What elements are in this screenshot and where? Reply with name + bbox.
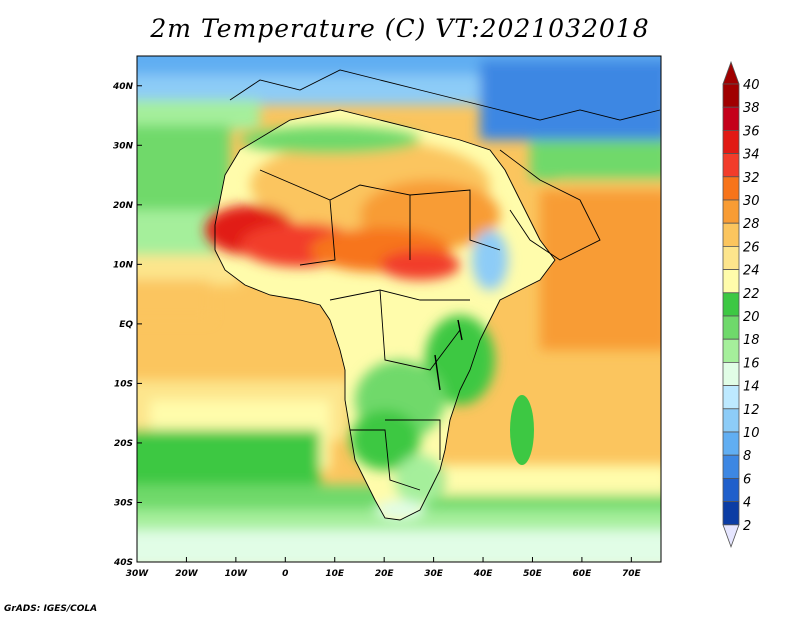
credit-text: GrADS: IGES/COLA <box>4 604 98 614</box>
map-frame <box>136 55 662 563</box>
country-borders <box>214 69 661 521</box>
colorbar-box <box>722 361 740 386</box>
colorbar-box <box>722 501 740 526</box>
x-tick-label: 20W <box>175 569 199 579</box>
y-tick-label: 20N <box>113 201 134 211</box>
colorbar-label: 10 <box>743 426 760 441</box>
colorbar-label: 34 <box>743 148 760 163</box>
y-tick-label: 30S <box>114 498 133 508</box>
colorbar-label: 2 <box>743 519 751 534</box>
x-tick-label: 60E <box>573 569 593 579</box>
colorbar-label: 24 <box>743 264 760 279</box>
x-tick-label: 0 <box>282 569 288 579</box>
madagascar <box>510 395 534 465</box>
colorbar-label: 28 <box>743 217 760 232</box>
colorbar-label: 16 <box>743 356 760 371</box>
colorbar-label: 38 <box>743 101 760 116</box>
y-tick-label: 40N <box>112 82 134 92</box>
colorbar-box <box>722 315 740 340</box>
colorbar-box <box>722 199 740 224</box>
colorbar-box <box>722 129 740 154</box>
colorbar-label: 18 <box>743 333 760 348</box>
axis-ticks: 30W 20W 10W 0 10E 20E 30E 40E 50E 60E 70E 40N 30N 20N… <box>112 82 642 579</box>
y-tick-label: 20S <box>114 439 133 449</box>
x-tick-label: 10W <box>225 569 249 579</box>
y-tick-label: 10S <box>114 379 133 389</box>
colorbar-box <box>722 106 740 131</box>
colorbar-box <box>722 454 740 479</box>
x-tick-label: 30W <box>126 569 150 579</box>
colorbar-box <box>722 245 740 270</box>
colorbar-box <box>722 83 740 108</box>
colorbar-label: 30 <box>743 194 760 209</box>
x-tick-label: 50E <box>523 569 543 579</box>
colorbar-label: 22 <box>743 287 760 302</box>
colorbar-label: 14 <box>743 380 760 395</box>
x-tick-label: 40E <box>473 569 494 579</box>
y-tick-label: 30N <box>113 141 134 151</box>
africa-temperature-pattern <box>205 126 508 520</box>
colorbar-label: 36 <box>743 124 760 139</box>
colorbar-box <box>722 153 740 178</box>
colorbar-label: 40 <box>743 78 760 93</box>
temperature-field <box>137 56 661 562</box>
colorbar-box <box>722 292 740 317</box>
colorbar-label: 20 <box>743 310 760 325</box>
colorbar-label: 4 <box>743 496 751 511</box>
x-tick-label: 10E <box>325 569 345 579</box>
colorbar-top-triangle <box>722 60 740 85</box>
y-tick-label: 10N <box>113 260 134 270</box>
colorbar-box <box>722 408 740 433</box>
colorbar-label: 32 <box>743 171 760 186</box>
y-tick-label: 40S <box>113 558 133 568</box>
colorbar-bottom-triangle <box>722 524 740 548</box>
colorbar-box <box>722 385 740 410</box>
colorbar-label: 8 <box>743 449 751 464</box>
colorbar-label: 12 <box>743 403 760 418</box>
colorbar-label: 6 <box>743 472 751 487</box>
colorbar-box <box>722 431 740 456</box>
x-tick-label: 20E <box>375 569 395 579</box>
colorbar-box <box>722 222 740 247</box>
y-tick-label: EQ <box>119 320 133 330</box>
colorbar-box <box>722 338 740 363</box>
map-title: 2m Temperature (C) VT:2021032018 <box>150 14 650 43</box>
x-tick-label: 70E <box>622 569 642 579</box>
colorbar-box <box>722 176 740 201</box>
colorbar-box <box>722 269 740 294</box>
colorbar-label: 26 <box>743 240 760 255</box>
colorbar-box <box>722 477 740 502</box>
x-tick-label: 30E <box>424 569 444 579</box>
